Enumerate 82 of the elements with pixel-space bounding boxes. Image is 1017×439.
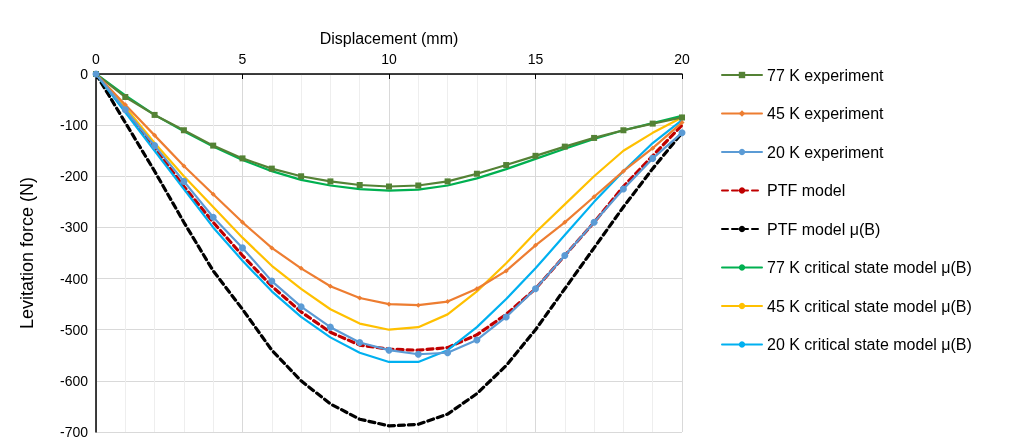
point [151, 142, 159, 150]
point [414, 350, 422, 358]
point [619, 185, 627, 193]
point [180, 177, 188, 185]
point [679, 114, 685, 121]
point [210, 191, 216, 197]
y-tick-label: -600 [59, 372, 89, 389]
point [386, 301, 392, 307]
point [121, 106, 129, 114]
point [620, 168, 626, 174]
point [444, 349, 452, 357]
point [268, 165, 275, 172]
point [445, 299, 451, 305]
point [561, 252, 569, 260]
point [590, 218, 598, 226]
point [357, 295, 363, 301]
point [473, 170, 480, 177]
y-tick-label: -500 [59, 321, 89, 338]
y-tick-label: -100 [59, 117, 89, 134]
point [298, 173, 305, 180]
point [210, 142, 217, 149]
legend-label: 45 K critical state model μ(B) [767, 297, 972, 315]
point [151, 111, 158, 118]
x-tick-label: 10 [381, 51, 397, 67]
point [620, 127, 627, 134]
point [473, 336, 481, 344]
point [327, 178, 334, 185]
point [532, 152, 539, 159]
point [122, 94, 129, 101]
point [268, 277, 276, 285]
point [532, 285, 539, 293]
x-tick-label: 0 [92, 51, 101, 67]
legend-label: 20 K experiment [767, 143, 885, 161]
legend-label: PTF model [767, 182, 846, 199]
point [326, 323, 334, 331]
y-tick-label: -400 [59, 270, 89, 287]
x-tick-label: 15 [527, 51, 544, 67]
y-tick-label: -300 [59, 219, 89, 236]
point [239, 155, 246, 162]
point [562, 219, 568, 225]
y-tick-label: -700 [59, 424, 89, 439]
point [327, 283, 333, 289]
point [591, 134, 598, 141]
point [297, 303, 305, 311]
point [650, 145, 656, 151]
point [181, 163, 187, 169]
legend-label: 45 K experiment [767, 105, 885, 122]
point [474, 286, 480, 292]
point [386, 183, 392, 190]
point [415, 302, 421, 308]
legend-label: PTF model μ(B) [767, 220, 881, 238]
point [503, 162, 510, 169]
y-axis-title: Levitation force (N) [17, 176, 37, 330]
legend-label: 77 K experiment [767, 66, 885, 84]
point [180, 127, 187, 134]
point [679, 120, 685, 126]
point [502, 313, 510, 321]
point [649, 154, 657, 162]
point [356, 339, 364, 346]
point [152, 132, 158, 138]
x-tick-label: 5 [238, 51, 247, 67]
point [678, 129, 686, 137]
point [533, 242, 538, 248]
point [561, 143, 568, 150]
y-tick-label: 0 [80, 66, 89, 82]
point [122, 102, 128, 108]
point [356, 181, 363, 188]
legend-label: 77 K critical state model μ(B) [767, 259, 972, 276]
point [649, 120, 656, 127]
x-tick-label: 20 [674, 51, 690, 67]
point [240, 219, 245, 225]
point [444, 178, 451, 185]
x-axis-title: Displacement (mm) [319, 29, 459, 47]
legend-label: 20 K critical state model μ(B) [767, 336, 972, 353]
point [209, 213, 217, 221]
point [269, 245, 275, 251]
point [239, 244, 246, 252]
point [298, 265, 304, 271]
point [503, 268, 509, 274]
y-tick-label: -200 [59, 168, 89, 185]
point [415, 182, 422, 189]
point [591, 194, 597, 200]
